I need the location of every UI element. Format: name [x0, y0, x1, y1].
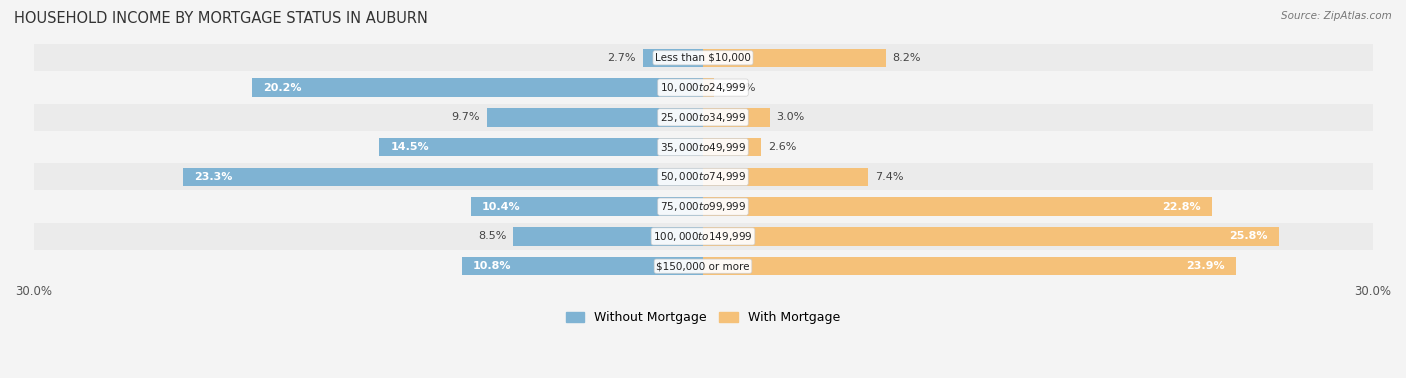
Bar — [486, 108, 703, 127]
Text: 10.4%: 10.4% — [482, 201, 520, 212]
Text: Less than $10,000: Less than $10,000 — [655, 53, 751, 63]
Text: 2.6%: 2.6% — [768, 142, 796, 152]
Bar — [703, 227, 1279, 246]
Text: $50,000 to $74,999: $50,000 to $74,999 — [659, 170, 747, 183]
Text: $100,000 to $149,999: $100,000 to $149,999 — [654, 230, 752, 243]
Bar — [34, 134, 1372, 161]
Bar — [34, 45, 1372, 71]
Bar — [34, 74, 1372, 101]
Bar — [703, 257, 1236, 276]
Text: 7.4%: 7.4% — [875, 172, 903, 182]
Bar — [703, 138, 761, 156]
Text: 9.7%: 9.7% — [451, 112, 479, 122]
Text: $75,000 to $99,999: $75,000 to $99,999 — [659, 200, 747, 213]
Text: 8.5%: 8.5% — [478, 231, 506, 242]
Text: 8.2%: 8.2% — [893, 53, 921, 63]
Text: 23.3%: 23.3% — [194, 172, 232, 182]
Text: $25,000 to $34,999: $25,000 to $34,999 — [659, 111, 747, 124]
Bar — [34, 104, 1372, 131]
Text: $35,000 to $49,999: $35,000 to $49,999 — [659, 141, 747, 153]
Bar — [34, 164, 1372, 190]
Text: 20.2%: 20.2% — [263, 82, 302, 93]
Bar — [703, 197, 1212, 216]
Text: $150,000 or more: $150,000 or more — [657, 261, 749, 271]
Bar — [643, 49, 703, 67]
Text: 22.8%: 22.8% — [1161, 201, 1201, 212]
Bar — [703, 108, 770, 127]
Bar — [471, 197, 703, 216]
Text: 2.7%: 2.7% — [607, 53, 636, 63]
Bar — [463, 257, 703, 276]
Bar — [703, 168, 868, 186]
Text: 0.49%: 0.49% — [721, 82, 756, 93]
Bar — [703, 78, 714, 97]
Text: Source: ZipAtlas.com: Source: ZipAtlas.com — [1281, 11, 1392, 21]
Bar — [34, 223, 1372, 250]
Text: 10.8%: 10.8% — [474, 261, 512, 271]
Bar — [380, 138, 703, 156]
Bar — [513, 227, 703, 246]
Text: 3.0%: 3.0% — [776, 112, 804, 122]
Text: HOUSEHOLD INCOME BY MORTGAGE STATUS IN AUBURN: HOUSEHOLD INCOME BY MORTGAGE STATUS IN A… — [14, 11, 427, 26]
Bar — [183, 168, 703, 186]
Legend: Without Mortgage, With Mortgage: Without Mortgage, With Mortgage — [561, 306, 845, 329]
Bar — [34, 193, 1372, 220]
Text: 25.8%: 25.8% — [1229, 231, 1268, 242]
Bar — [252, 78, 703, 97]
Bar — [34, 253, 1372, 280]
Text: 23.9%: 23.9% — [1187, 261, 1225, 271]
Bar — [703, 49, 886, 67]
Text: $10,000 to $24,999: $10,000 to $24,999 — [659, 81, 747, 94]
Text: 14.5%: 14.5% — [391, 142, 429, 152]
